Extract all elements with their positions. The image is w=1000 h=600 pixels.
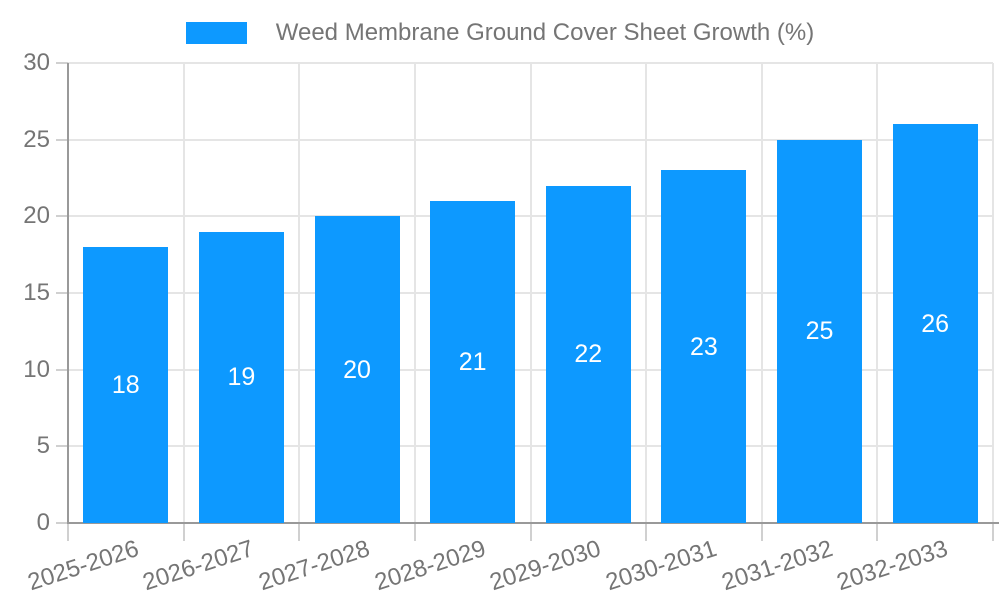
- chart-bar[interactable]: [198, 231, 284, 523]
- chart-bar[interactable]: [83, 247, 169, 523]
- y-axis-line: [67, 63, 69, 523]
- y-axis-tick: [56, 445, 68, 448]
- chart-legend-item[interactable]: Weed Membrane Ground Cover Sheet Growth …: [0, 20, 1000, 46]
- x-axis-tick: [413, 524, 416, 541]
- x-axis-tick: [182, 524, 185, 541]
- x-axis-tick: [876, 524, 879, 541]
- legend-swatch: [185, 22, 247, 44]
- legend-label: Weed Membrane Ground Cover Sheet Growth …: [275, 19, 815, 46]
- chart-bar[interactable]: [892, 124, 978, 523]
- y-axis-tick-label: 30: [23, 49, 50, 76]
- y-axis-tick: [56, 138, 68, 141]
- x-axis-tick: [529, 524, 532, 541]
- y-axis-tick: [56, 368, 68, 371]
- gridline-vertical: [413, 63, 416, 523]
- gridline-vertical: [876, 63, 879, 523]
- y-axis-tick-label: 5: [36, 432, 50, 460]
- gridline-vertical: [182, 63, 185, 523]
- gridline-vertical: [992, 63, 994, 523]
- y-axis-tick: [56, 292, 68, 294]
- chart-bar[interactable]: [777, 139, 863, 523]
- y-axis-tick-label: 15: [23, 279, 50, 306]
- x-axis-line: [67, 522, 999, 524]
- y-axis-tick-label: 0: [36, 509, 50, 536]
- y-axis-tick-label: 20: [23, 202, 50, 230]
- y-axis-tick-label: 25: [23, 125, 50, 153]
- gridline-vertical: [760, 63, 763, 523]
- y-axis-tick-label: 10: [23, 355, 50, 383]
- x-axis-tick: [298, 524, 301, 541]
- y-axis-tick: [56, 62, 68, 64]
- gridline-vertical: [645, 63, 648, 523]
- x-axis-tick: [67, 524, 69, 541]
- x-axis-tick: [645, 524, 648, 541]
- y-axis-tick: [56, 522, 68, 524]
- x-axis-tick: [992, 524, 994, 541]
- gridline-vertical: [529, 63, 532, 523]
- chart-bar[interactable]: [661, 170, 747, 523]
- chart-bar[interactable]: [430, 201, 516, 523]
- chart-bar[interactable]: [314, 216, 400, 523]
- gridline-vertical: [298, 63, 301, 523]
- x-axis-tick: [760, 524, 763, 541]
- chart-bar[interactable]: [545, 185, 631, 523]
- y-axis-tick: [56, 215, 68, 218]
